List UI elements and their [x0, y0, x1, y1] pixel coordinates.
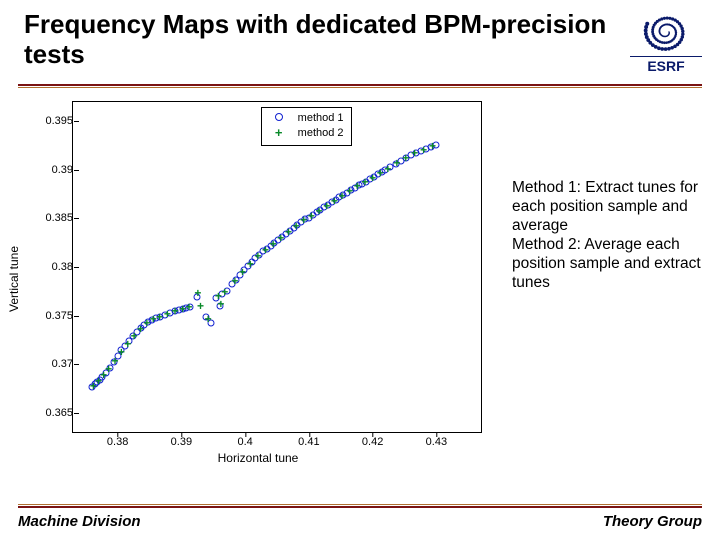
- footer-rule: [18, 504, 702, 509]
- esrf-logo-mark: [642, 10, 690, 54]
- legend-item: method 1: [268, 111, 344, 126]
- x-tick: 0.41: [298, 436, 319, 448]
- footer-left: Machine Division: [18, 513, 141, 530]
- header: Frequency Maps with dedicated BPM-precis…: [0, 0, 720, 78]
- frequency-map-chart: Vertical tune method 1+method 2 0.3650.3…: [18, 95, 498, 463]
- footer: Machine Division Theory Group: [0, 504, 720, 530]
- y-tick: 0.38: [23, 261, 73, 273]
- data-point: +: [197, 300, 204, 312]
- footer-right: Theory Group: [603, 513, 702, 530]
- x-axis-label: Horizontal tune: [18, 451, 498, 465]
- data-point: [187, 303, 194, 310]
- x-tick: 0.4: [237, 436, 252, 448]
- x-tick: 0.42: [362, 436, 383, 448]
- x-tick: 0.38: [107, 436, 128, 448]
- y-tick: 0.385: [23, 212, 73, 224]
- y-axis-label: Vertical tune: [7, 246, 21, 312]
- plot-area: method 1+method 2 0.3650.370.3750.380.38…: [72, 101, 482, 433]
- data-point: [224, 288, 231, 295]
- data-point: [433, 141, 440, 148]
- header-rule: [18, 84, 702, 89]
- data-point: [193, 294, 200, 301]
- chart-legend: method 1+method 2: [261, 107, 352, 146]
- y-tick: 0.39: [23, 164, 73, 176]
- content-area: Vertical tune method 1+method 2 0.365 0.3…: [0, 93, 720, 488]
- x-tick: 0.39: [171, 436, 192, 448]
- esrf-logo-text: ESRF: [630, 56, 702, 74]
- y-tick: 0.375: [23, 310, 73, 322]
- y-tick: 0.395: [23, 115, 73, 127]
- y-tick: 0.365: [23, 407, 73, 419]
- data-point: [216, 302, 223, 309]
- slide-title: Frequency Maps with dedicated BPM-precis…: [24, 10, 630, 70]
- legend-item: +method 2: [268, 126, 344, 142]
- methods-annotation: Method 1: Extract tunes for each positio…: [512, 179, 707, 292]
- x-tick: 0.43: [426, 436, 447, 448]
- data-point: [207, 320, 214, 327]
- y-tick: 0.37: [23, 358, 73, 370]
- esrf-logo: ESRF: [630, 10, 702, 74]
